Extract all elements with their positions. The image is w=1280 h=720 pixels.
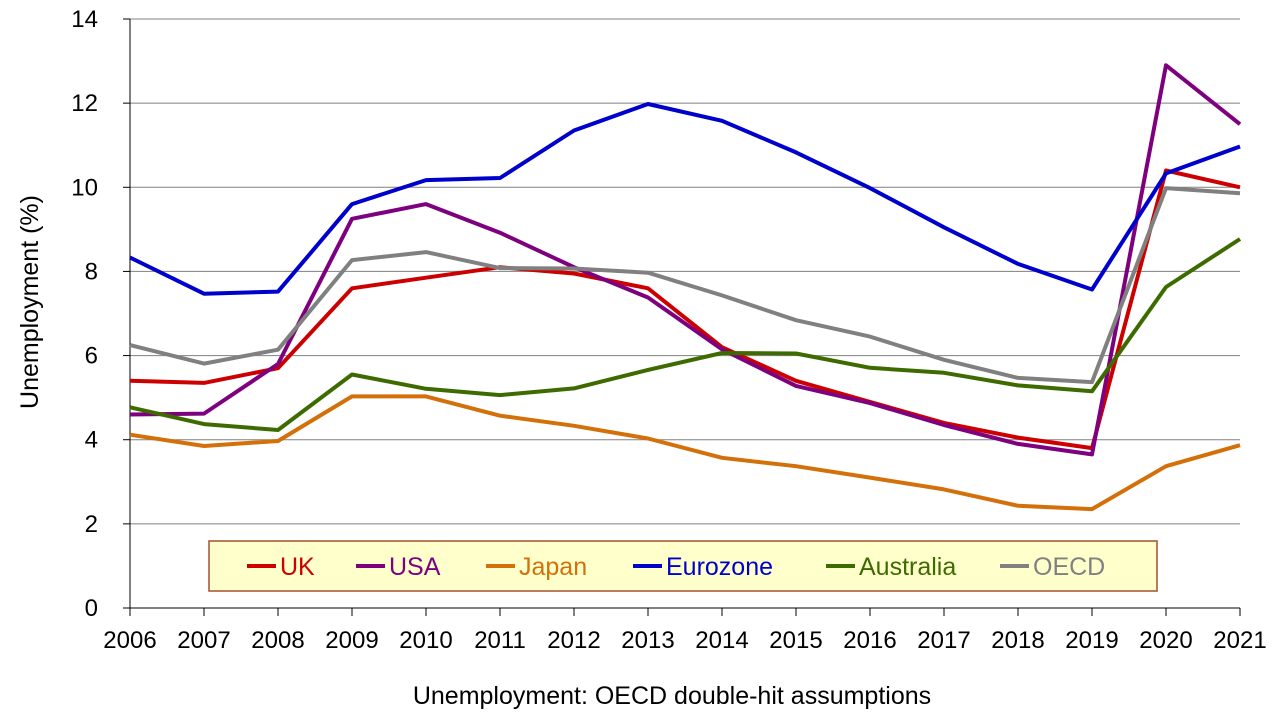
x-tick-label: 2021 [1213, 627, 1266, 654]
legend: UK USA Japan Eurozone Australia OECD [208, 540, 1158, 592]
x-tick-label: 2011 [474, 627, 526, 654]
x-tick-label: 2006 [103, 627, 156, 654]
series-lines [129, 63, 1242, 512]
y-tick-label: 0 [85, 595, 98, 622]
y-tick-label: 8 [85, 258, 98, 285]
x-tick-label: 2013 [621, 627, 674, 654]
legend-label-usa: USA [389, 553, 441, 581]
legend-label-australia: Australia [859, 553, 956, 581]
x-tick-label: 2008 [251, 627, 304, 654]
x-tick-label: 2012 [547, 627, 600, 654]
series-line-eurozone [129, 102, 1241, 296]
y-tick-label: 14 [71, 6, 98, 33]
legend-label-japan: Japan [519, 553, 587, 581]
x-tick-label: 2007 [177, 627, 230, 654]
y-tick-label: 6 [85, 343, 98, 370]
y-tick-label: 12 [71, 90, 98, 117]
y-tick-label: 4 [85, 427, 98, 454]
legend-box [208, 540, 1158, 592]
y-axis-title: Unemployment (%) [16, 195, 44, 409]
x-tick-label: 2010 [399, 627, 452, 654]
axes: 0 2 4 6 8 10 12 14 2006 2007 2008 2009 2010 2011 2012 2… [71, 6, 1266, 654]
series-line-uk [129, 168, 1241, 451]
x-tick-label: 2009 [325, 627, 378, 654]
x-tick-label: 2014 [695, 627, 748, 654]
series-line-australia [129, 237, 1242, 432]
x-tick-label: 2017 [917, 627, 970, 654]
legend-label-uk: UK [280, 553, 315, 581]
series-line-usa [129, 63, 1242, 457]
legend-label-oecd: OECD [1033, 553, 1105, 581]
x-tick-label: 2020 [1139, 627, 1192, 654]
y-tick-label: 10 [71, 174, 98, 201]
x-tick-label: 2018 [991, 627, 1044, 654]
series-line-oecd [129, 186, 1241, 385]
x-tick-label: 2015 [769, 627, 822, 654]
x-tick-label: 2019 [1065, 627, 1118, 654]
series-line-japan [129, 394, 1241, 512]
legend-label-eurozone: Eurozone [666, 553, 773, 581]
gridlines [130, 18, 1240, 525]
y-tick-label: 2 [85, 511, 98, 538]
x-tick-label: 2016 [843, 627, 896, 654]
x-axis-title: Unemployment: OECD double-hit assumption… [413, 682, 931, 710]
